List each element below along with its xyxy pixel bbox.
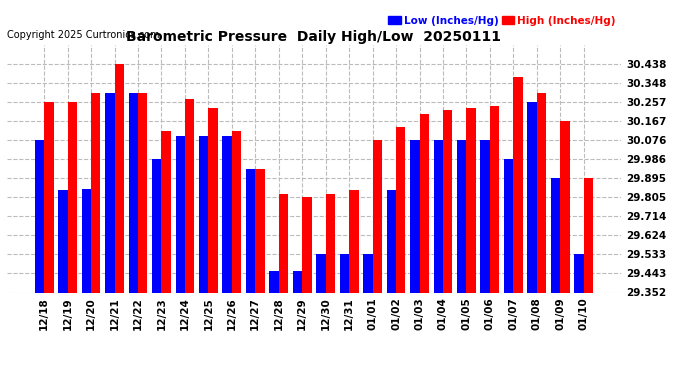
Bar: [138, 93, 148, 292]
Bar: [349, 190, 359, 292]
Legend: Low (Inches/Hg), High (Inches/Hg): Low (Inches/Hg), High (Inches/Hg): [388, 15, 615, 26]
Bar: [58, 190, 68, 292]
Bar: [185, 99, 195, 292]
Bar: [161, 131, 171, 292]
Bar: [396, 127, 406, 292]
Bar: [574, 254, 584, 292]
Bar: [537, 93, 546, 292]
Bar: [302, 197, 312, 292]
Bar: [410, 140, 420, 292]
Bar: [246, 169, 255, 292]
Bar: [443, 110, 453, 292]
Bar: [316, 254, 326, 292]
Bar: [504, 159, 513, 292]
Bar: [363, 254, 373, 292]
Bar: [105, 93, 115, 292]
Bar: [128, 93, 138, 292]
Bar: [466, 108, 476, 292]
Bar: [584, 178, 593, 292]
Bar: [81, 189, 91, 292]
Bar: [527, 102, 537, 292]
Bar: [551, 178, 560, 292]
Bar: [152, 159, 161, 292]
Bar: [208, 108, 218, 292]
Bar: [222, 136, 232, 292]
Bar: [490, 106, 500, 292]
Bar: [560, 121, 570, 292]
Bar: [339, 254, 349, 292]
Bar: [513, 77, 523, 292]
Bar: [433, 140, 443, 292]
Bar: [420, 114, 429, 292]
Bar: [386, 190, 396, 292]
Bar: [68, 102, 77, 292]
Bar: [34, 140, 44, 292]
Bar: [91, 93, 101, 292]
Bar: [373, 140, 382, 292]
Title: Barometric Pressure  Daily High/Low  20250111: Barometric Pressure Daily High/Low 20250…: [126, 30, 502, 44]
Bar: [279, 194, 288, 292]
Bar: [175, 136, 185, 292]
Text: Copyright 2025 Curtronics.com: Copyright 2025 Curtronics.com: [7, 30, 159, 40]
Bar: [326, 194, 335, 292]
Bar: [457, 140, 466, 292]
Bar: [199, 136, 208, 292]
Bar: [269, 271, 279, 292]
Bar: [480, 140, 490, 292]
Bar: [232, 131, 241, 292]
Bar: [115, 64, 124, 292]
Bar: [293, 271, 302, 292]
Bar: [255, 169, 265, 292]
Bar: [44, 102, 54, 292]
